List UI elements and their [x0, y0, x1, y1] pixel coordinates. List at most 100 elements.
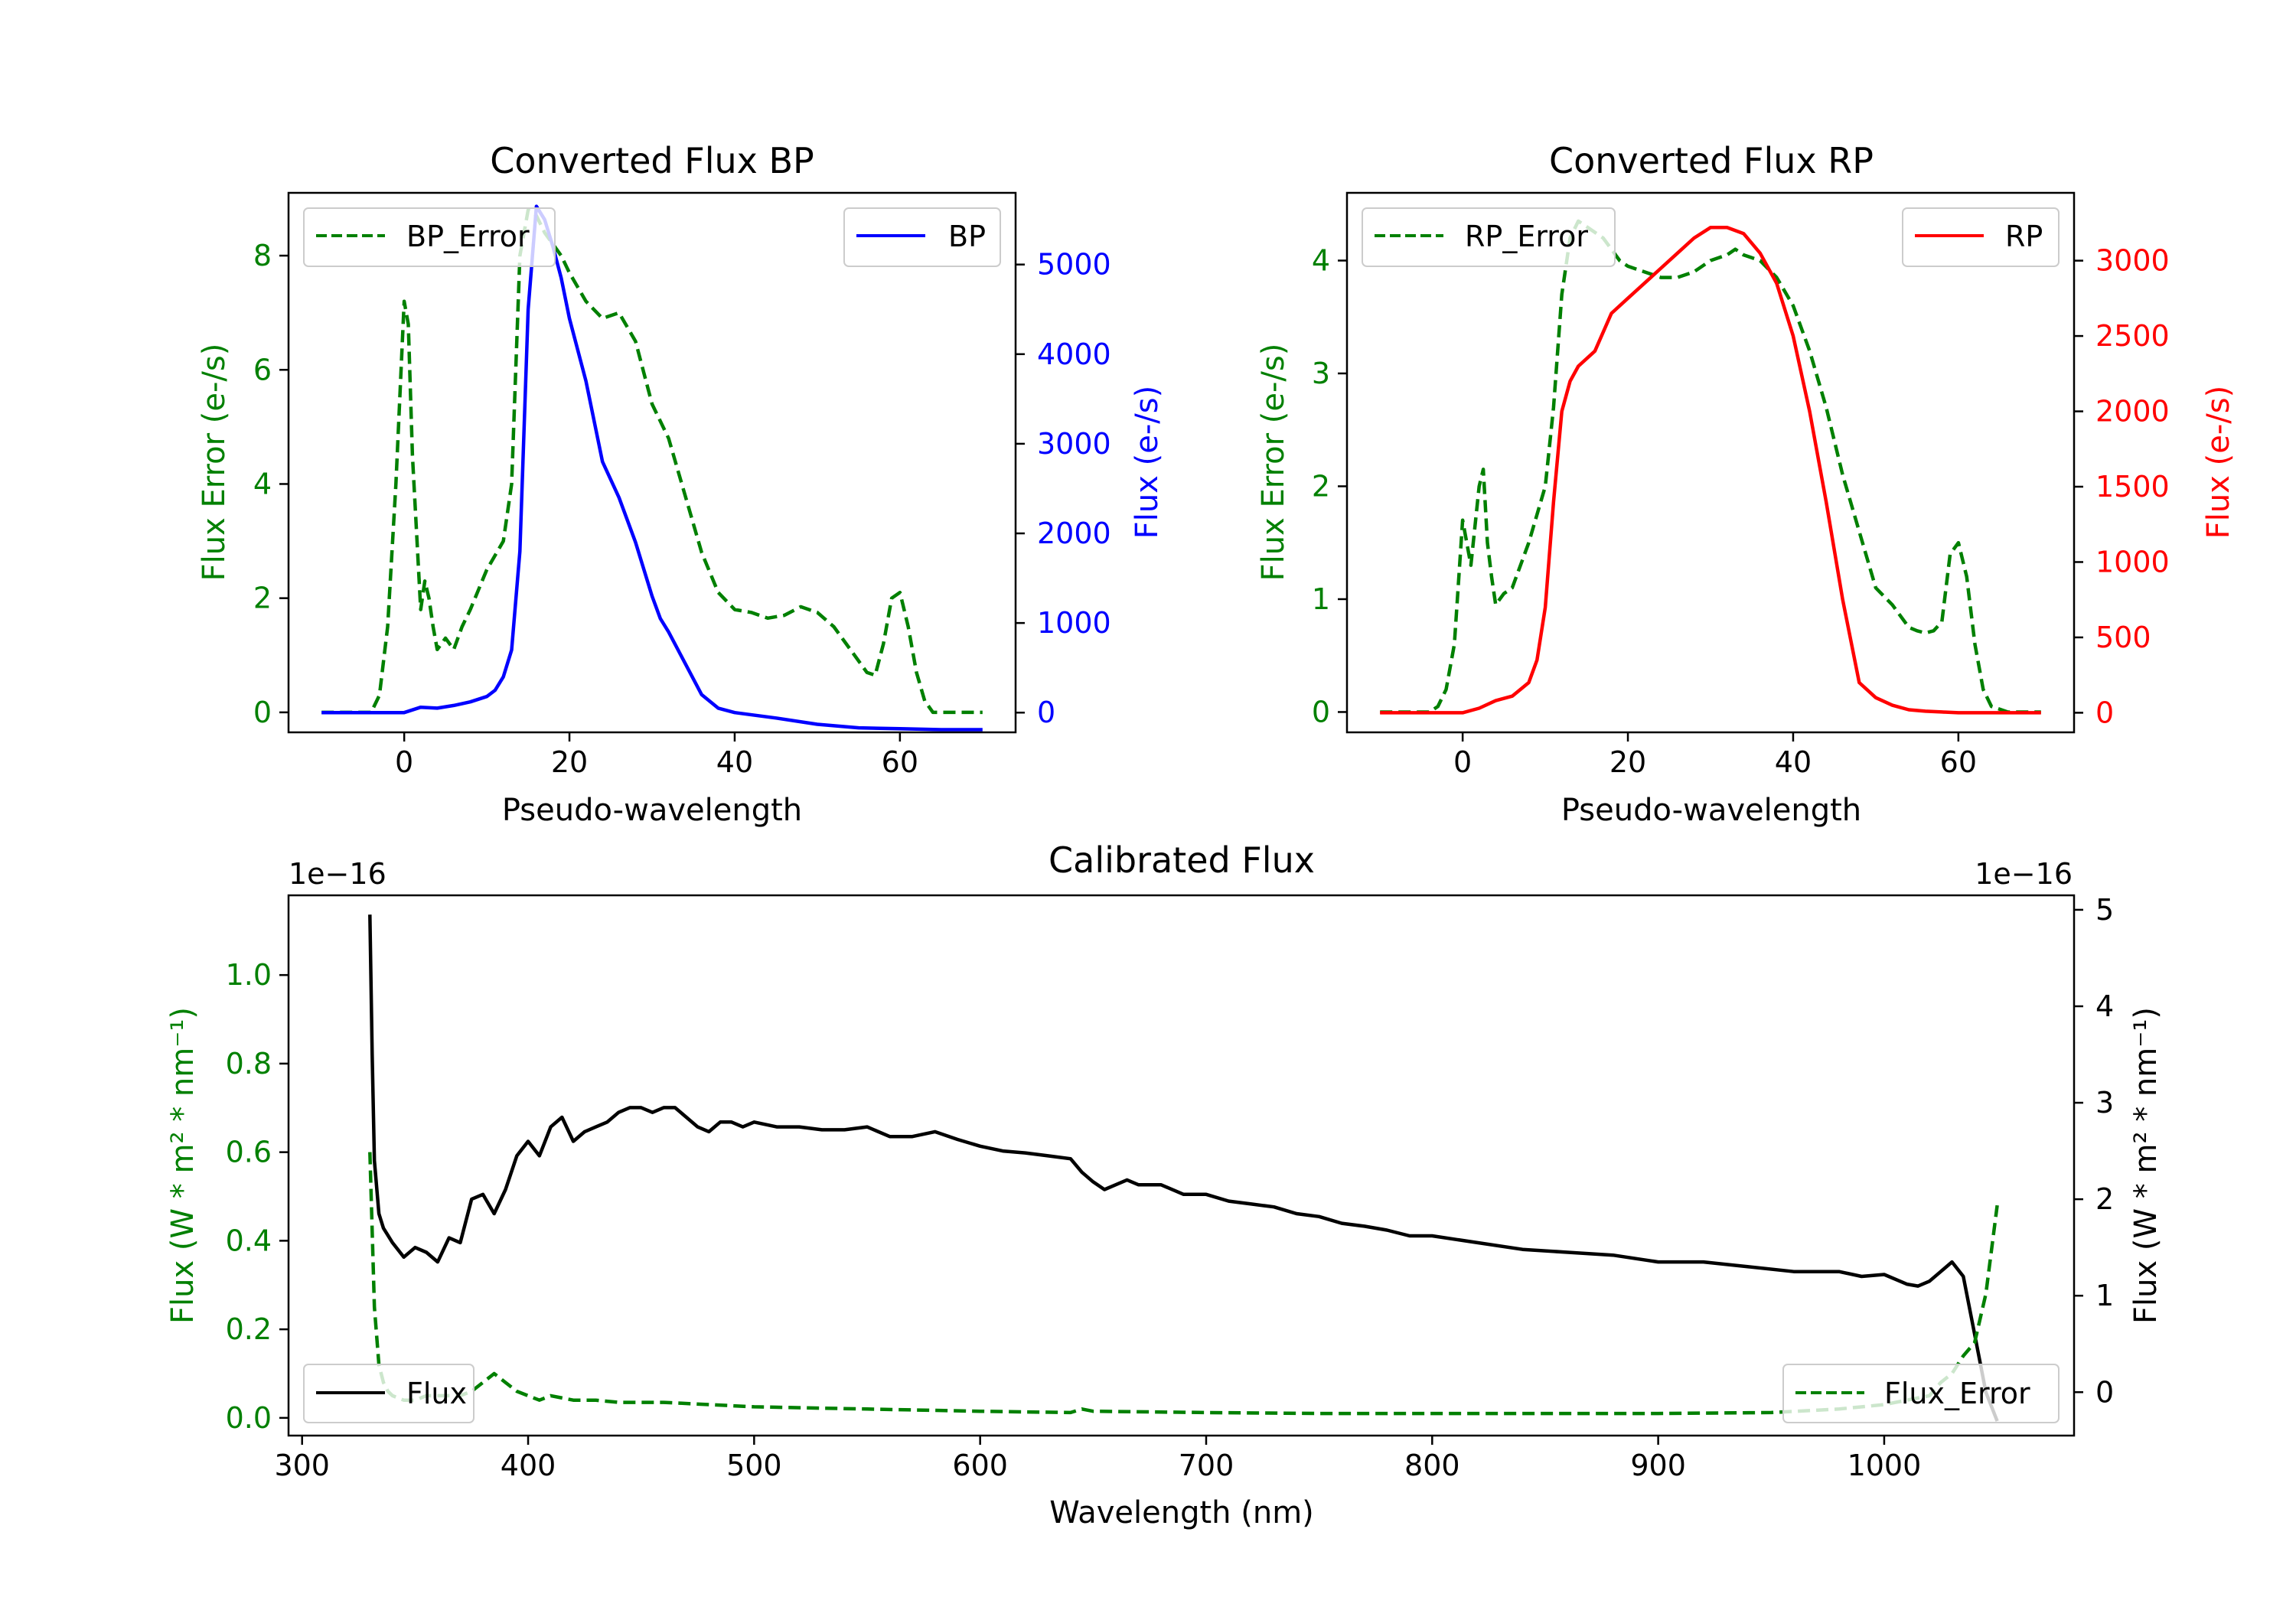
bp-left-ticks: 0 2 4 6 8 [253, 239, 289, 729]
rp-x-tick-label: 20 [1609, 745, 1646, 779]
rp-left-axis-label: Flux Error (e-/s) [1256, 344, 1291, 582]
bp-title: Converted Flux BP [490, 140, 814, 181]
bp-panel: Converted Flux BP 0 20 40 60 0 2 4 6 8 0 1000 200… [197, 140, 1165, 828]
bp-flux-legend: BP [843, 207, 1001, 267]
cal-x-ticks: 300 400 500 600 700 800 900 1000 [274, 1436, 1921, 1482]
bp-right-tick-label: 2000 [1037, 517, 1111, 550]
rp-flux-legend: RP [1902, 207, 2060, 267]
bp-x-tick-label: 20 [551, 745, 588, 779]
bp-left-tick-label: 8 [253, 239, 272, 272]
rp-right-tick-label: 1500 [2095, 470, 2170, 504]
bp-right-tick-label: 3000 [1037, 427, 1111, 461]
rp-error-legend: RP_Error [1362, 207, 1616, 267]
bp-plot-area [321, 204, 983, 732]
cal-left-offset-label: 1e−16 [289, 857, 386, 891]
rp-left-tick-label: 2 [1312, 469, 1330, 503]
rp-x-tick-label: 60 [1940, 745, 1977, 779]
cal-x-tick-label: 600 [952, 1449, 1008, 1482]
rp-x-axis-label: Pseudo-wavelength [1561, 793, 1861, 828]
cal-right-axis-label: Flux (W * m² * nm⁻¹) [2128, 1007, 2164, 1324]
bp-left-tick-label: 4 [253, 467, 272, 500]
bp-right-tick-label: 4000 [1037, 337, 1111, 371]
bp-right-tick-label: 5000 [1037, 248, 1111, 282]
bp-left-tick-label: 2 [253, 582, 272, 615]
rp-left-tick-label: 4 [1312, 243, 1330, 277]
cal-left-tick-label: 0.4 [226, 1224, 272, 1257]
cal-right-tick-label: 5 [2095, 893, 2114, 927]
cal-error-legend-box [1782, 1364, 2060, 1423]
rp-right-tick-label: 1000 [2095, 545, 2170, 579]
cal-right-ticks: 0 1 2 3 4 5 [2074, 893, 2114, 1409]
rp-series-rp-error [1380, 219, 2041, 714]
rp-error-legend-box [1362, 207, 1616, 267]
cal-x-tick-label: 700 [1179, 1449, 1234, 1482]
bp-x-tick-label: 60 [882, 745, 918, 779]
cal-left-axis-label: Flux (W * m² * nm⁻¹) [165, 1007, 201, 1324]
bp-x-tick-label: 0 [395, 745, 413, 779]
cal-right-offset-label: 1e−16 [1975, 857, 2073, 891]
cal-right-tick-label: 4 [2095, 989, 2114, 1023]
cal-left-ticks: 0.0 0.2 0.4 0.6 0.8 1.0 [226, 958, 289, 1435]
bp-x-tick-label: 40 [716, 745, 753, 779]
rp-right-tick-label: 500 [2095, 621, 2151, 654]
cal-left-tick-label: 1.0 [226, 958, 272, 992]
cal-x-tick-label: 300 [274, 1449, 330, 1482]
cal-axes-frame [287, 894, 2076, 1437]
rp-flux-legend-label: RP [2005, 220, 2043, 253]
cal-x-tick-label: 800 [1404, 1449, 1460, 1482]
bp-x-axis-label: Pseudo-wavelength [502, 793, 802, 828]
calibrated-panel: Calibrated Flux 1e−16 1e−16 300 400 500 600… [165, 839, 2164, 1530]
rp-panel: Converted Flux RP 0 20 40 60 0 1 2 3 4 0 500 1000… [1256, 140, 2236, 828]
bp-axes-frame [287, 191, 1017, 734]
bp-right-ticks: 0 1000 2000 3000 4000 5000 [1016, 248, 1111, 729]
cal-x-tick-label: 400 [501, 1449, 556, 1482]
rp-right-tick-label: 3000 [2095, 244, 2170, 278]
cal-x-tick-label: 900 [1630, 1449, 1686, 1482]
rp-right-tick-label: 2000 [2095, 395, 2170, 429]
bp-x-ticks: 0 20 40 60 [395, 732, 918, 779]
cal-left-tick-label: 0.6 [226, 1136, 272, 1169]
cal-right-tick-label: 2 [2095, 1182, 2114, 1216]
rp-right-axis-label: Flux (e-/s) [2201, 386, 2236, 539]
cal-x-axis-label: Wavelength (nm) [1049, 1495, 1314, 1530]
cal-left-tick-label: 0.8 [226, 1047, 272, 1081]
cal-title: Calibrated Flux [1049, 839, 1315, 881]
bp-left-tick-label: 0 [253, 696, 272, 729]
cal-error-legend-label: Flux_Error [1884, 1377, 2030, 1410]
cal-error-legend: Flux_Error [1782, 1364, 2060, 1423]
cal-x-tick-label: 500 [726, 1449, 782, 1482]
cal-left-tick-label: 0.0 [226, 1401, 272, 1435]
rp-series-rp [1380, 226, 2041, 715]
rp-x-tick-label: 0 [1453, 745, 1472, 779]
rp-x-tick-label: 40 [1775, 745, 1812, 779]
rp-x-ticks: 0 20 40 60 [1453, 732, 1977, 779]
rp-left-tick-label: 3 [1312, 357, 1330, 390]
cal-flux-legend: Flux [303, 1364, 475, 1423]
cal-flux-legend-label: Flux [406, 1377, 467, 1410]
rp-right-ticks: 0 500 1000 1500 2000 2500 3000 [2074, 244, 2170, 729]
cal-x-tick-label: 1000 [1848, 1449, 1922, 1482]
bp-error-legend-box [303, 207, 556, 267]
bp-error-legend-label: BP_Error [406, 220, 530, 253]
bp-error-legend: BP_Error [303, 207, 556, 267]
rp-title: Converted Flux RP [1549, 140, 1874, 181]
rp-right-tick-label: 0 [2095, 696, 2114, 729]
rp-axes-frame [1345, 191, 2076, 734]
cal-right-tick-label: 0 [2095, 1375, 2114, 1409]
rp-plot-area [1380, 219, 2041, 715]
bp-left-axis-label: Flux Error (e-/s) [197, 344, 232, 582]
rp-error-legend-label: RP_Error [1465, 220, 1588, 253]
rp-left-tick-label: 1 [1312, 582, 1330, 616]
bp-right-tick-label: 0 [1037, 696, 1055, 729]
cal-right-tick-label: 3 [2095, 1086, 2114, 1120]
cal-right-tick-label: 1 [2095, 1279, 2114, 1312]
bp-series-bp [321, 204, 983, 732]
cal-left-tick-label: 0.2 [226, 1312, 272, 1346]
rp-left-ticks: 0 1 2 3 4 [1312, 243, 1347, 729]
bp-flux-legend-label: BP [948, 220, 986, 253]
bp-left-tick-label: 6 [253, 353, 272, 386]
cal-series-flux [368, 914, 1999, 1422]
bp-right-tick-label: 1000 [1037, 606, 1111, 640]
